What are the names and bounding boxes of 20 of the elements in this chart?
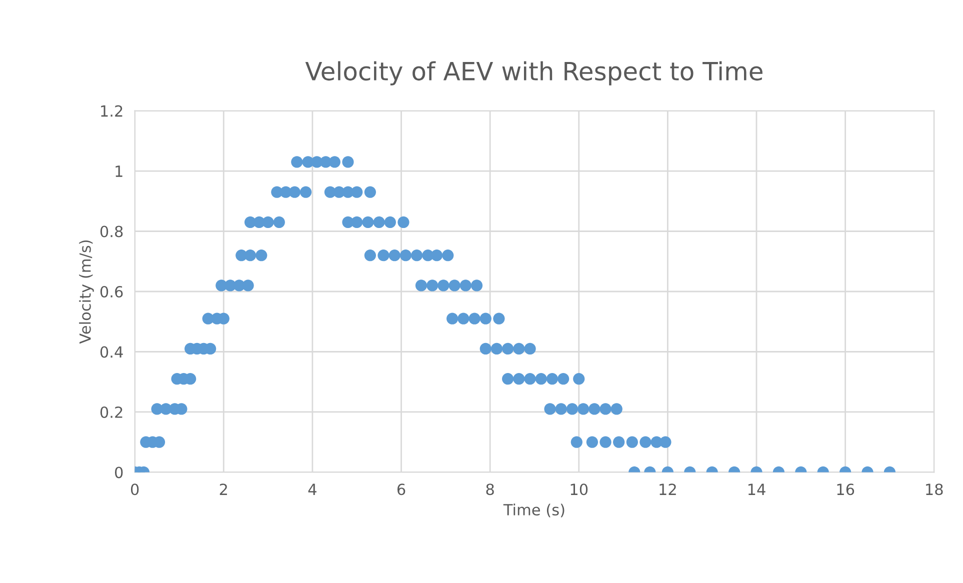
- x-tick-label: 16: [837, 484, 854, 496]
- y-tick-label: 0.8: [100, 226, 123, 238]
- x-tick-label: 4: [308, 484, 316, 495]
- x-tick-label: 6: [397, 484, 406, 496]
- y-tick-label: 1: [116, 166, 122, 177]
- chart-title: Velocity of AEV with Respect to Time: [305, 61, 762, 86]
- y-tick-label: 1.2: [101, 105, 122, 117]
- y-tick-label: 0: [114, 466, 123, 478]
- x-axis-title: Time (s): [503, 504, 564, 518]
- x-tick-label: 8: [486, 484, 494, 496]
- x-tick-label: 0: [130, 484, 139, 496]
- y-axis-title: Velocity (m/s): [79, 240, 94, 344]
- y-tick-label: 0.6: [100, 286, 123, 298]
- x-tick-label: 12: [660, 484, 676, 495]
- x-tick-label: 18: [926, 484, 943, 496]
- x-tick-label: 2: [220, 484, 227, 495]
- x-tick-label: 14: [748, 484, 766, 495]
- y-tick-label: 0.2: [100, 406, 122, 418]
- y-tick-label: 0.4: [100, 346, 123, 358]
- x-tick-label: 10: [570, 484, 588, 496]
